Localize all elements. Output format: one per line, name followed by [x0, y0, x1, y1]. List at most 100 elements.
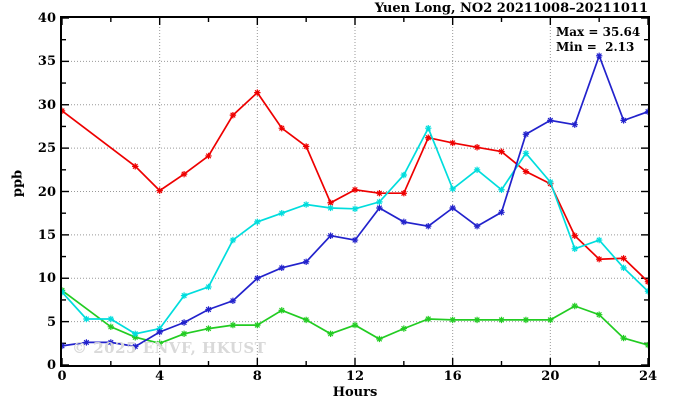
red-line-marker [449, 139, 456, 147]
blue-line-marker [254, 275, 261, 282]
x-tick-label: 16 [443, 369, 462, 384]
y-tick-label: 15 [37, 227, 56, 243]
cyan-line-marker [132, 330, 139, 337]
red-line-marker [156, 187, 163, 194]
red-line-marker [254, 89, 261, 96]
blue-line-marker [400, 218, 408, 226]
cyan-line-marker [571, 245, 578, 252]
red-line-marker [473, 144, 481, 151]
plot-area [60, 16, 650, 367]
blue-line-marker [229, 297, 237, 305]
cyan-line-marker [327, 204, 334, 212]
red-line-marker [498, 148, 505, 155]
y-tick-label: 20 [37, 184, 56, 200]
cyan-line-marker [425, 124, 432, 132]
x-tick-label: 0 [57, 369, 67, 384]
red-line-marker [351, 186, 359, 193]
green-line-marker [473, 316, 481, 324]
blue-line-marker [376, 204, 383, 212]
cyan-line-marker [620, 264, 627, 272]
green-line-marker [595, 311, 603, 318]
blue-line-marker [522, 131, 530, 138]
blue-line-marker [132, 343, 139, 350]
red-line-marker [278, 124, 285, 132]
cyan-line-marker [473, 166, 481, 174]
red-line-marker [376, 190, 383, 197]
cyan-line-marker [229, 236, 237, 244]
green-line-marker [449, 316, 456, 324]
stats-annotation: Max = 35.64 Min = 2.13 [556, 25, 640, 55]
red-line-marker [205, 152, 212, 160]
cyan-line-marker [522, 150, 530, 157]
red-line-marker [620, 255, 627, 262]
cyan-line-marker [547, 178, 554, 186]
blue-line-marker [644, 108, 648, 115]
max-annotation: Max = 35.64 [556, 25, 641, 39]
blue-line-marker [595, 52, 603, 60]
red-line-marker [595, 255, 603, 263]
green-line-marker [205, 325, 212, 332]
green-line-marker [278, 307, 285, 314]
cyan-line-marker [278, 209, 285, 217]
green-line-marker [425, 315, 432, 323]
y-tick-label: 25 [37, 141, 56, 157]
green-line-marker [156, 340, 163, 347]
cyan-line-marker [400, 171, 408, 179]
red-line-marker [180, 170, 188, 178]
green-line-marker [180, 330, 188, 337]
green-line-marker [571, 302, 578, 310]
y-tick-label: 0 [46, 358, 56, 373]
y-tick-label: 40 [37, 11, 56, 26]
green-line-marker [522, 316, 530, 324]
cyan-line-marker [83, 315, 90, 323]
green-line-marker [327, 330, 334, 337]
red-line-marker [522, 168, 530, 175]
green-line-marker [498, 316, 505, 324]
blue-line-marker [351, 236, 359, 244]
cyan-line-marker [156, 325, 163, 332]
red-line-marker [400, 190, 408, 197]
green-line-marker [229, 321, 237, 329]
blue-line-marker [205, 306, 212, 313]
green-line-marker [351, 321, 359, 329]
cyan-line-marker [302, 201, 310, 208]
cyan-line-marker [254, 218, 261, 226]
blue-line-marker [425, 223, 432, 230]
green-line-marker [107, 323, 115, 331]
blue-line-marker [547, 117, 554, 124]
red-line-marker [327, 199, 334, 206]
blue-line-marker [107, 339, 115, 346]
cyan-line-marker [205, 283, 212, 291]
green-line-marker [547, 316, 554, 324]
x-axis-label: Hours [332, 385, 378, 400]
y-tick-label: 30 [37, 97, 56, 113]
chart-title: Yuen Long, NO2 20211008–20211011 [374, 1, 648, 16]
blue-line-marker [473, 223, 481, 230]
x-tick-label: 4 [155, 369, 165, 384]
cyan-line-marker [180, 292, 188, 299]
red-line-marker [425, 134, 432, 141]
blue-line-marker [449, 204, 456, 212]
x-tick-label: 12 [345, 369, 365, 384]
x-tick-label: 8 [252, 369, 262, 384]
red-line-marker [132, 163, 139, 170]
green-line [62, 289, 648, 346]
green-line-marker [400, 325, 408, 332]
blue-line-marker [571, 121, 578, 128]
cyan-line-marker [107, 315, 115, 323]
blue-line-marker [180, 319, 188, 326]
blue-line-marker [156, 328, 163, 336]
cyan-line-marker [351, 205, 359, 213]
green-line-marker [302, 316, 310, 324]
cyan-line-marker [376, 198, 383, 206]
min-annotation: Min = 2.13 [556, 40, 635, 54]
green-line-marker [254, 321, 261, 329]
blue-line-marker [498, 209, 505, 216]
y-tick-label: 35 [37, 54, 56, 70]
blue-line-marker [302, 258, 310, 265]
red-line-marker [302, 143, 310, 150]
green-line-marker [132, 334, 139, 341]
blue-line-marker [83, 339, 90, 346]
x-tick-label: 24 [638, 369, 658, 384]
